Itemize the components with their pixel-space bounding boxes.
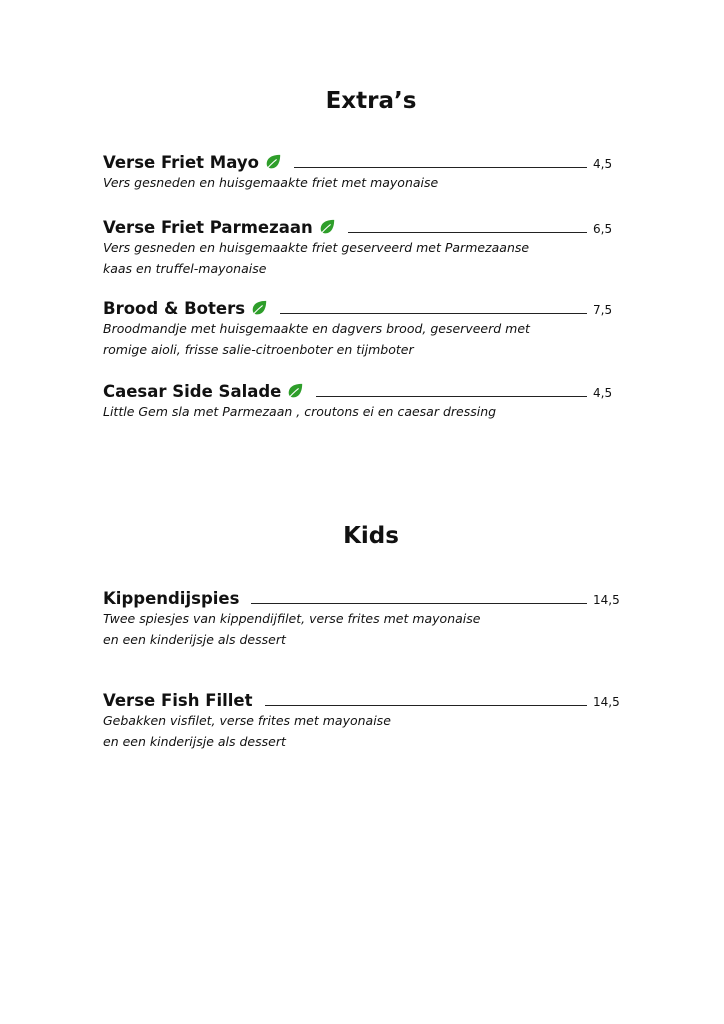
menu-item: Verse Friet Mayo 4,5 Vers gesneden en huis… <box>103 150 623 193</box>
menu-item-description: romige aioli, frisse salie-citroenboter … <box>103 342 414 357</box>
menu-item-header: Verse Fish Fillet 14,5 <box>103 688 623 710</box>
menu-item-title: Verse Friet Parmezaan <box>103 218 313 237</box>
leaf-icon <box>264 154 282 172</box>
leaf-icon <box>250 300 268 318</box>
menu-item-title: Verse Friet Mayo <box>103 153 259 172</box>
menu-item-header: Caesar Side Salade 4,5 <box>103 379 623 401</box>
dotted-leader-line <box>280 313 587 314</box>
menu-item-header: Verse Friet Parmezaan 6,5 <box>103 215 623 237</box>
menu-item: Caesar Side Salade 4,5 Little Gem sla met … <box>103 379 623 422</box>
menu-item-description: Little Gem sla met Parmezaan , croutons … <box>103 404 497 419</box>
dotted-leader-line <box>347 232 587 233</box>
menu-item: Verse Friet Parmezaan 6,5 Vers gesneden en… <box>103 215 623 279</box>
menu-item-header: Brood & Boters 7,5 <box>103 296 623 318</box>
menu-item-price: 14,5 <box>593 695 620 709</box>
menu-item-description: en een kinderijsje als dessert <box>103 632 286 647</box>
leaf-icon <box>318 219 336 237</box>
menu-item-description: Broodmandje met huisgemaakte en dagvers … <box>103 321 530 336</box>
menu-item-description: Gebakken visfilet, verse frites met mayo… <box>103 713 391 728</box>
dotted-leader-line <box>251 603 587 604</box>
menu-item-description: en een kinderijsje als dessert <box>103 734 286 749</box>
menu-item-title: Brood & Boters <box>103 299 246 318</box>
menu-item-price: 6,5 <box>593 222 613 236</box>
dotted-leader-line <box>293 167 587 168</box>
menu-item-description: Twee spiesjes van kippendijfilet, verse … <box>103 611 481 626</box>
menu-item-header: Kippendijspies 14,5 <box>103 586 623 608</box>
menu-item-title: Caesar Side Salade <box>103 382 282 401</box>
menu-item-price: 4,5 <box>593 157 613 171</box>
dotted-leader-line <box>264 705 587 706</box>
menu-item: Brood & Boters 7,5 Broodmandje met huisgem… <box>103 296 623 360</box>
leaf-icon <box>286 383 304 401</box>
menu-item-title: Kippendijspies <box>103 589 240 608</box>
menu-item-price: 4,5 <box>593 386 613 400</box>
menu-item: Verse Fish Fillet 14,5 Gebakken visfilet, … <box>103 688 623 752</box>
menu-item-header: Verse Friet Mayo 4,5 <box>103 150 623 172</box>
menu-item-price: 7,5 <box>593 303 613 317</box>
menu-item-title: Verse Fish Fillet <box>103 691 253 710</box>
section-heading: Kids <box>343 523 399 549</box>
menu-item: Kippendijspies 14,5 Twee spiesjes van kipp… <box>103 586 623 650</box>
section-heading: Extra’s <box>325 88 417 114</box>
menu-item-description: Vers gesneden en huisgemaakte friet met … <box>103 175 439 190</box>
dotted-leader-line <box>316 396 587 397</box>
menu-item-description: Vers gesneden en huisgemaakte friet gese… <box>103 240 530 255</box>
menu-item-description: kaas en truffel-mayonaise <box>103 261 267 276</box>
menu-item-price: 14,5 <box>593 593 620 607</box>
